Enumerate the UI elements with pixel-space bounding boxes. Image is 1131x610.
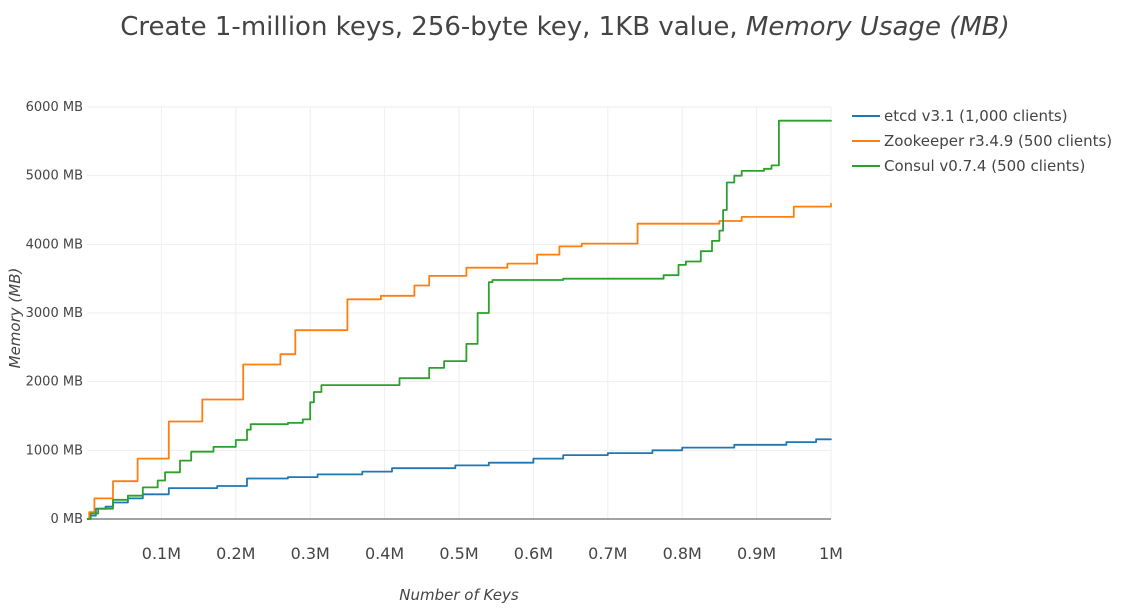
x-tick-label: 0.1M: [142, 544, 181, 563]
y-tick-label: 1000 MB: [26, 443, 83, 458]
y-tick-label: 5000 MB: [26, 169, 83, 184]
y-tick-label: 6000 MB: [26, 100, 83, 115]
legend-label: etcd v3.1 (1,000 clients): [884, 107, 1068, 125]
y-axis-title: Memory (MB): [6, 268, 24, 369]
legend: etcd v3.1 (1,000 clients) Zookeeper r3.4.…: [852, 107, 1112, 175]
legend-label: Zookeeper r3.4.9 (500 clients): [884, 132, 1112, 150]
legend-label: Consul v0.7.4 (500 clients): [884, 157, 1085, 175]
x-axis-title: Number of Keys: [399, 586, 519, 604]
y-tick-label: 0 MB: [50, 512, 83, 527]
x-tick-label: 0.6M: [514, 544, 553, 563]
x-tick-label: 0.3M: [291, 544, 330, 563]
x-tick-label: 0.5M: [439, 544, 478, 563]
x-tick-label: 0.2M: [216, 544, 255, 563]
y-tick-label: 2000 MB: [26, 375, 83, 390]
y-tick-label: 4000 MB: [26, 237, 83, 252]
series-line: [87, 203, 832, 520]
x-tick-label: 0.9M: [737, 544, 776, 563]
chart-title: Create 1-million keys, 256-byte key, 1KB…: [120, 12, 1010, 42]
series-line: [87, 119, 832, 520]
axis-layer: 0 MB 1000 MB 2000 MB 3000 MB 4000 MB 5000 MB 6…: [26, 100, 843, 563]
chart-title-main: Create 1-million keys, 256-byte key, 1KB…: [120, 12, 746, 42]
y-tick-label: 3000 MB: [26, 306, 83, 321]
x-tick-label: 1M: [819, 544, 843, 563]
x-tick-label: 0.8M: [663, 544, 702, 563]
chart-title-italic: Memory Usage (MB): [746, 12, 1010, 42]
grid-layer: [87, 106, 832, 519]
x-tick-label: 0.7M: [588, 544, 627, 563]
series-layer: [87, 119, 832, 520]
x-tick-label: 0.4M: [365, 544, 404, 563]
